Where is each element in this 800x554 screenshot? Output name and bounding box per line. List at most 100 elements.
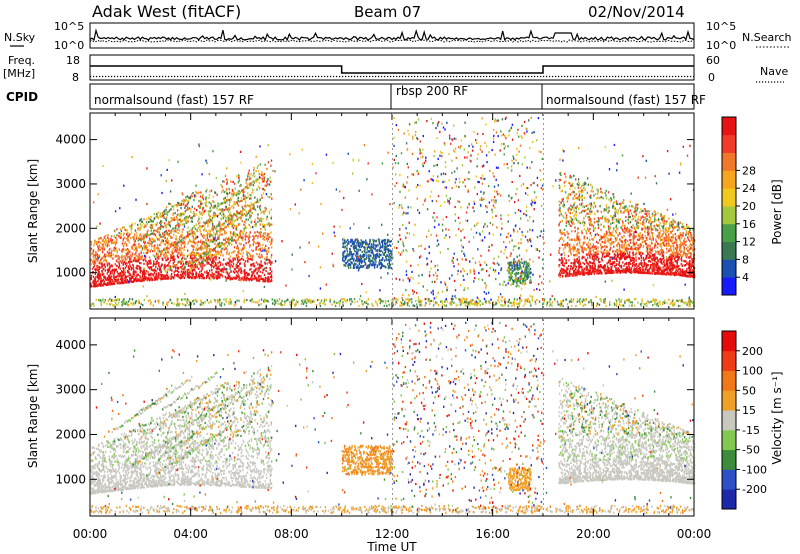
data-point — [228, 252, 230, 255]
data-point — [157, 216, 160, 219]
data-point — [247, 211, 250, 215]
data-point — [591, 210, 593, 213]
data-point — [129, 258, 131, 261]
data-point — [113, 248, 115, 251]
data-point — [181, 233, 183, 237]
data-point — [125, 252, 127, 255]
data-point — [685, 247, 688, 250]
data-point — [195, 271, 197, 274]
data-point — [212, 206, 214, 209]
data-point — [591, 262, 593, 265]
data-point — [153, 260, 155, 263]
data-point — [182, 237, 184, 240]
data-point — [95, 241, 98, 244]
data-point — [266, 223, 268, 226]
data-point — [683, 264, 686, 267]
data-point — [194, 238, 196, 241]
data-point — [629, 261, 631, 264]
data-point — [256, 279, 258, 282]
data-point — [144, 233, 146, 236]
data-point — [225, 277, 227, 280]
data-point — [194, 242, 197, 245]
data-point — [146, 261, 148, 264]
data-point — [183, 218, 185, 221]
data-point — [92, 260, 94, 264]
data-point — [579, 271, 581, 274]
data-point — [600, 190, 602, 193]
data-point — [635, 253, 637, 256]
data-point — [267, 195, 269, 198]
data-point — [639, 266, 641, 270]
data-point — [240, 236, 243, 239]
data-point — [631, 214, 634, 217]
data-point — [575, 217, 577, 220]
data-point — [109, 247, 111, 250]
cpid-segment-1: normalsound (fast) 157 RF — [94, 93, 254, 107]
data-point — [262, 225, 265, 228]
data-point — [94, 255, 96, 258]
data-point — [629, 230, 631, 233]
data-point — [136, 234, 138, 237]
data-point — [177, 224, 180, 227]
data-point — [205, 204, 207, 207]
data-point — [613, 235, 615, 238]
data-point — [221, 267, 223, 270]
data-point — [187, 208, 189, 211]
data-point — [254, 220, 256, 223]
data-point — [636, 247, 638, 250]
data-point — [617, 202, 619, 205]
data-point — [583, 256, 585, 259]
data-point — [127, 235, 129, 238]
data-point — [629, 229, 631, 232]
data-point — [236, 215, 238, 218]
data-point — [204, 251, 207, 254]
data-point — [259, 266, 261, 269]
data-point — [676, 224, 678, 227]
data-point — [666, 263, 668, 266]
data-point — [161, 212, 164, 215]
data-point — [197, 226, 199, 229]
data-point — [101, 243, 103, 246]
data-point — [214, 246, 216, 249]
data-point — [221, 191, 223, 194]
data-point — [161, 249, 163, 252]
data-point — [243, 278, 245, 281]
data-point — [666, 239, 669, 243]
data-point — [211, 219, 213, 222]
data-point — [570, 251, 572, 255]
data-point — [114, 255, 117, 258]
data-point — [214, 249, 216, 252]
data-point — [116, 251, 118, 254]
data-point — [113, 241, 116, 244]
data-point — [632, 235, 634, 238]
data-point — [208, 219, 211, 222]
data-point — [560, 253, 562, 256]
data-point — [251, 204, 253, 207]
data-point — [265, 250, 267, 253]
data-point — [249, 209, 251, 212]
data-point — [643, 261, 645, 264]
data-point — [214, 212, 217, 215]
data-point — [610, 266, 612, 269]
data-point — [644, 240, 646, 243]
data-point — [229, 191, 231, 194]
freq-unit: [MHz] — [3, 67, 35, 80]
data-point — [652, 236, 654, 239]
data-point — [597, 226, 600, 230]
data-point — [599, 239, 601, 242]
data-point — [195, 248, 197, 252]
data-point — [247, 257, 250, 260]
data-point — [693, 267, 696, 270]
data-point — [639, 236, 641, 240]
data-point — [113, 271, 115, 274]
data-point — [246, 255, 249, 258]
data-point — [156, 259, 158, 262]
data-point — [210, 219, 212, 222]
cpid-segment-2: rbsp 200 RF — [396, 84, 468, 98]
data-point — [574, 264, 576, 267]
data-point — [626, 244, 628, 247]
data-point — [642, 256, 645, 260]
data-point — [239, 184, 241, 188]
data-point — [118, 257, 120, 261]
data-point — [687, 266, 690, 269]
